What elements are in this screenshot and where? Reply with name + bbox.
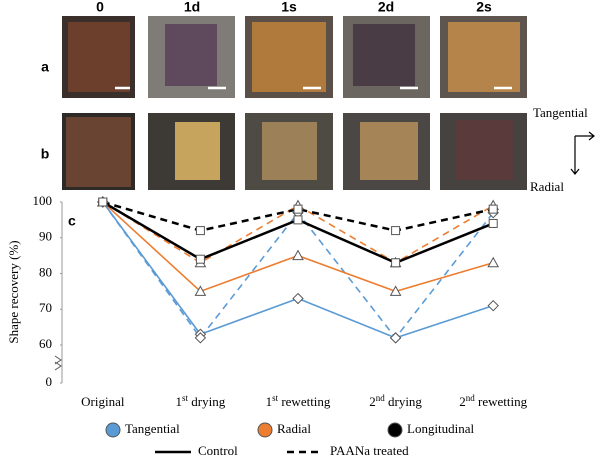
legend-swatch	[387, 422, 403, 438]
x-tick-label: 1st drying	[176, 393, 226, 409]
marker	[488, 218, 498, 228]
direction-label: Tangential	[533, 105, 588, 120]
y-tick-label: 60	[39, 336, 52, 351]
marker	[98, 197, 108, 207]
y-axis-title: Shape recovery (%)	[6, 240, 21, 343]
marker	[391, 258, 401, 268]
marker	[194, 332, 207, 344]
column-label: 1d	[184, 0, 200, 15]
legend-swatch	[105, 422, 121, 438]
row-label: b	[41, 146, 50, 162]
specimen	[353, 24, 415, 86]
x-tick-label: Original	[81, 394, 125, 409]
y-tick-label: 0	[46, 374, 53, 389]
column-label: 2s	[476, 0, 492, 15]
specimen	[360, 122, 418, 180]
specimen	[252, 22, 326, 92]
panel-label: c	[68, 213, 76, 229]
row-label: a	[41, 59, 49, 75]
marker	[293, 215, 303, 225]
marker	[389, 332, 402, 344]
legend: Tangential Radial Longitudinal Control PAANa…	[105, 421, 475, 458]
y-tick-label: 70	[39, 300, 52, 315]
photo-panels: a b 0 1d 1s 2d 2s Tangential Radial	[41, 0, 595, 194]
y-tick-label: 100	[33, 193, 53, 208]
specimen	[175, 122, 220, 180]
column-label: 2d	[378, 0, 394, 15]
legend-label: Tangential	[125, 421, 180, 436]
specimen	[455, 120, 513, 180]
direction-label: Radial	[530, 179, 564, 194]
specimen	[165, 24, 217, 86]
legend-swatch	[257, 422, 273, 438]
y-tick-label: 80	[39, 264, 52, 279]
marker	[487, 256, 500, 268]
marker	[487, 299, 499, 312]
column-label: 1s	[281, 0, 297, 15]
specimen	[66, 117, 131, 187]
marker	[292, 249, 304, 261]
x-tick-label: 2nd drying	[369, 393, 422, 409]
marker	[194, 285, 207, 296]
marker	[391, 226, 401, 236]
legend-label: PAANa treated	[330, 443, 409, 458]
axis-break	[54, 355, 62, 371]
column-label: 0	[96, 0, 104, 15]
marker	[195, 226, 205, 236]
y-tick-label: 90	[39, 229, 52, 244]
marker	[293, 204, 303, 214]
specimen	[262, 122, 317, 180]
legend-label: Longitudinal	[407, 421, 475, 436]
specimen	[68, 22, 130, 92]
marker	[292, 292, 304, 305]
marker	[389, 285, 402, 296]
marker	[195, 254, 205, 264]
direction-arrows	[570, 131, 595, 175]
x-tick-label: 1st rewetting	[266, 393, 331, 409]
x-tick-label: 2nd rewetting	[459, 393, 527, 409]
legend-label: Control	[198, 443, 238, 458]
specimen	[448, 22, 520, 92]
marker	[488, 204, 498, 214]
legend-label: Radial	[277, 421, 311, 436]
